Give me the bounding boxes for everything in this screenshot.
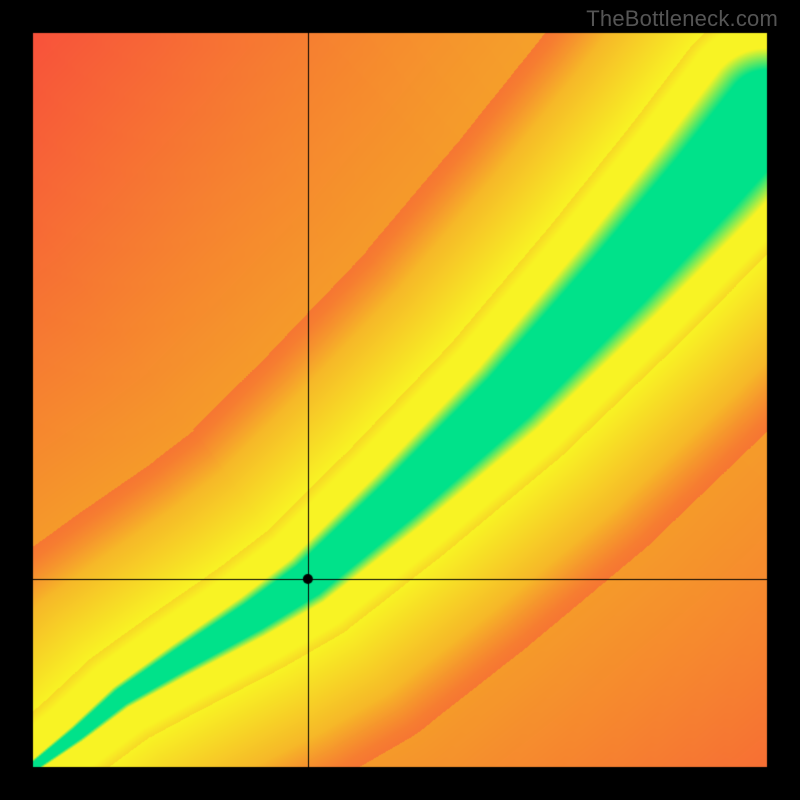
chart-container: TheBottleneck.com — [0, 0, 800, 800]
watermark-text: TheBottleneck.com — [586, 6, 778, 32]
bottleneck-heatmap — [0, 0, 800, 800]
